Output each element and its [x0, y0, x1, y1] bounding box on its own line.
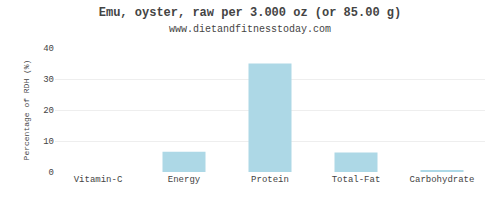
- svg-text:Protein: Protein: [251, 175, 289, 185]
- svg-text:Energy: Energy: [168, 175, 201, 185]
- svg-text:20: 20: [43, 106, 54, 116]
- svg-text:Vitamin-C: Vitamin-C: [74, 175, 123, 185]
- svg-text:10: 10: [43, 137, 54, 147]
- svg-text:Percentage of RDH (%): Percentage of RDH (%): [22, 60, 31, 161]
- svg-text:0: 0: [49, 168, 54, 178]
- svg-text:Total-Fat: Total-Fat: [332, 175, 381, 185]
- svg-text:40: 40: [43, 44, 54, 54]
- svg-text:Emu, oyster, raw per 3.000 oz: Emu, oyster, raw per 3.000 oz (or 85.00 …: [99, 6, 401, 35]
- svg-text:30: 30: [43, 75, 54, 85]
- svg-text:Carbohydrate: Carbohydrate: [410, 175, 475, 185]
